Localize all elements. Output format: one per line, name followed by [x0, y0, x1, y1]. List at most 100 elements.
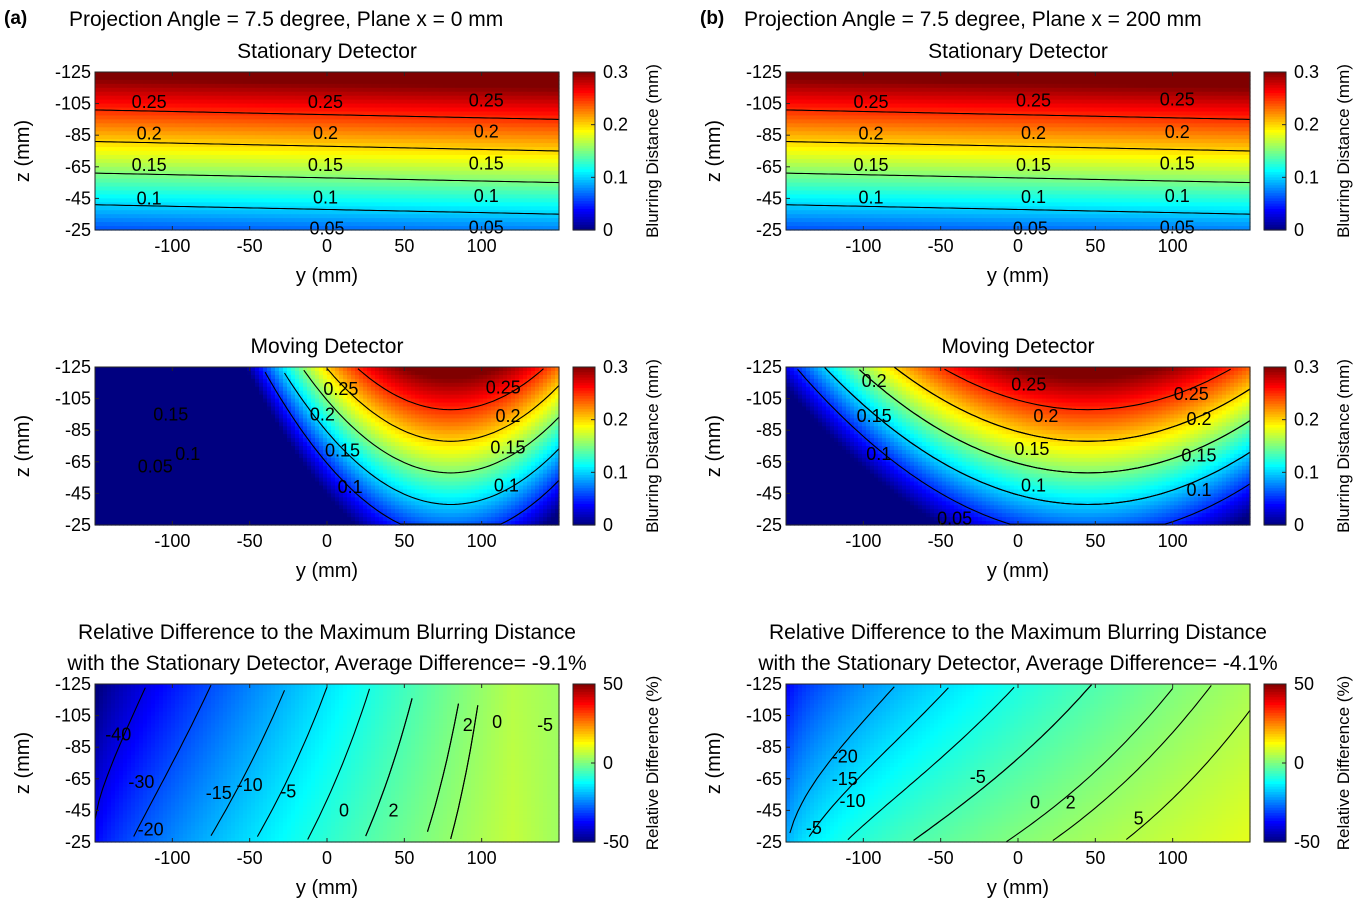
heat-cell — [323, 112, 328, 117]
heat-cell — [351, 127, 356, 132]
contour-label: 0.1 — [313, 188, 338, 208]
heat-cell — [403, 139, 408, 144]
heat-cell — [411, 187, 416, 192]
heat-cell — [111, 501, 116, 506]
heat-cell — [479, 143, 484, 148]
heat-cell — [299, 218, 304, 223]
heat-cell — [99, 194, 104, 199]
heat-cell — [95, 466, 100, 471]
heat-cell — [547, 183, 552, 188]
heat-cell — [407, 222, 412, 227]
heat-cell — [183, 183, 188, 188]
heat-cell — [203, 151, 208, 156]
heat-cell — [439, 72, 444, 77]
heat-cell — [371, 191, 376, 196]
heat-cell — [407, 135, 412, 140]
heat-cell — [431, 143, 436, 148]
heat-cell — [223, 123, 228, 128]
heat-cell — [411, 131, 416, 136]
heat-cell — [111, 119, 116, 124]
heat-cell — [139, 84, 144, 89]
heat-cell — [219, 104, 224, 109]
heat-cell — [223, 131, 228, 136]
contour-label: 0.25 — [132, 92, 167, 112]
heat-cell — [355, 163, 360, 168]
heat-cell — [215, 222, 220, 227]
heat-cell — [215, 198, 220, 203]
heat-cell — [359, 179, 364, 184]
heat-cell — [367, 210, 372, 215]
heat-cell — [511, 191, 516, 196]
heat-cell — [443, 187, 448, 192]
heat-cell — [547, 72, 552, 77]
heat-cell — [347, 92, 352, 97]
heat-cell — [223, 115, 228, 120]
heat-cell — [95, 454, 100, 459]
heat-cell — [135, 175, 140, 180]
heat-cell — [243, 80, 248, 85]
heat-cell — [415, 76, 420, 81]
heat-cell — [115, 407, 120, 412]
heat-cell — [239, 214, 244, 219]
heat-cell — [407, 143, 412, 148]
heat-cell — [371, 92, 376, 97]
heat-cell — [259, 155, 264, 160]
heat-cell — [451, 139, 456, 144]
heat-cell — [163, 76, 168, 81]
heat-cell — [123, 175, 128, 180]
heat-cell — [519, 119, 524, 124]
heat-cell — [267, 135, 272, 140]
heat-cell — [291, 187, 296, 192]
heat-cell — [299, 198, 304, 203]
heat-cell — [511, 206, 516, 211]
heat-cell — [543, 88, 548, 93]
heat-cell — [227, 155, 232, 160]
heat-cell — [291, 119, 296, 124]
heat-cell — [275, 155, 280, 160]
heat-cell — [399, 214, 404, 219]
heat-cell — [203, 80, 208, 85]
heat-cell — [299, 139, 304, 144]
heat-cell — [123, 151, 128, 156]
heat-cell — [431, 104, 436, 109]
heat-cell — [247, 92, 252, 97]
heat-cell — [175, 88, 180, 93]
heat-cell — [235, 147, 240, 152]
heat-cell — [115, 434, 120, 439]
heat-cell — [123, 123, 128, 128]
heat-cell — [347, 163, 352, 168]
heat-cell — [199, 108, 204, 113]
heat-cell — [395, 92, 400, 97]
heat-cell — [95, 151, 100, 156]
heat-cell — [267, 179, 272, 184]
heat-cell — [423, 151, 428, 156]
heat-cell — [351, 194, 356, 199]
heat-cell — [299, 147, 304, 152]
heat-cell — [335, 80, 340, 85]
heat-cell — [115, 418, 120, 423]
heat-cell — [339, 123, 344, 128]
heat-cell — [263, 119, 268, 124]
heat-cell — [243, 202, 248, 207]
heat-cell — [175, 84, 180, 89]
heat-cell — [147, 143, 152, 148]
heat-cell — [511, 143, 516, 148]
heat-cell — [371, 80, 376, 85]
heat-cell — [127, 127, 132, 132]
heat-cell — [163, 115, 168, 120]
heat-cell — [335, 179, 340, 184]
heat-cell — [535, 135, 540, 140]
heat-cell — [151, 80, 156, 85]
heat-cell — [415, 88, 420, 93]
heat-cell — [123, 155, 128, 160]
heat-cell — [103, 175, 108, 180]
heat-cell — [167, 143, 172, 148]
heat-cell — [471, 112, 476, 117]
heat-cell — [351, 76, 356, 81]
heat-cell — [231, 112, 236, 117]
heat-cell — [547, 135, 552, 140]
heat-cell — [207, 131, 212, 136]
chart-title: Stationary Detector — [237, 40, 417, 63]
heat-cell — [447, 171, 452, 176]
heat-cell — [275, 167, 280, 172]
